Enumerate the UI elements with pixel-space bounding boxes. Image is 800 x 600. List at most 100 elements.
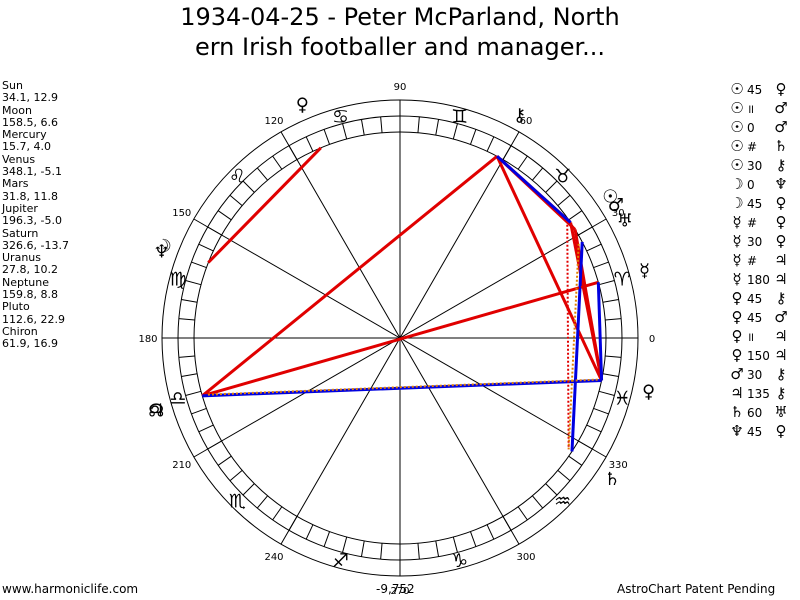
aspect-glyph-first: ☿ <box>732 232 742 250</box>
planet-values-saturn: 326.6, -13.7 <box>2 238 69 252</box>
degree-tick <box>178 355 195 358</box>
degree-tick <box>229 470 243 482</box>
sign-glyph: ♌ <box>229 165 246 187</box>
aspect-list-item: ♀ 45 ♂ <box>727 308 789 327</box>
aspect-glyph-second: ⚷ <box>775 156 787 174</box>
aspect-type: 45 <box>747 197 763 211</box>
planet-glyph-sun: ☉ <box>602 187 618 208</box>
degree-tick <box>557 470 571 482</box>
aspect-glyph-first: ☽ <box>730 175 744 193</box>
aspect-line <box>570 241 584 452</box>
aspect-type: # <box>747 254 758 268</box>
planet-glyph-moon: ☽ <box>156 236 172 257</box>
sign-glyph: ♓ <box>614 388 631 410</box>
degree-tick <box>602 373 619 378</box>
degree-tick <box>242 180 255 193</box>
aspect-line <box>201 155 498 397</box>
degree-tick <box>568 455 583 466</box>
aspect-line <box>573 229 604 381</box>
planet-name-chiron: Chiron <box>2 324 38 338</box>
planet-name-neptune: Neptune <box>2 275 50 289</box>
degree-tick <box>486 524 495 540</box>
aspect-type: 30 <box>747 368 763 382</box>
degree-tick <box>586 424 602 433</box>
aspect-glyph-first: ☉ <box>730 99 744 117</box>
degree-tick <box>360 119 365 136</box>
degree-tick <box>323 531 331 547</box>
degree-tick <box>256 167 268 181</box>
aspect-list-item: ☿ # ♃ <box>727 251 789 270</box>
aspect-glyph-second: ♃ <box>774 270 788 288</box>
planet-name-venus: Venus <box>2 152 36 166</box>
degree-tick <box>360 540 365 557</box>
aspect-glyph-first: ☉ <box>730 80 744 98</box>
aspect-glyph-first: ☿ <box>732 213 742 231</box>
degree-tick <box>198 424 214 433</box>
sign-glyph: ♐ <box>332 550 349 572</box>
planet-values-sun: 34.1, 12.9 <box>2 91 58 105</box>
degree-tick <box>469 129 477 145</box>
degree-tick <box>342 123 348 140</box>
planet-glyph-node: ☊ <box>148 400 164 421</box>
degree-label: 0 <box>649 334 655 345</box>
planet-name-mercury: Mercury <box>2 128 47 142</box>
aspect-glyph-second: ♀ <box>775 213 787 231</box>
aspect-list-item: ♆ 45 ♀ <box>727 422 789 441</box>
degree-tick <box>380 543 383 560</box>
degree-tick <box>181 373 198 378</box>
degree-tick <box>217 210 232 221</box>
aspect-line <box>207 146 322 264</box>
aspect-glyph-first: ☉ <box>730 118 744 136</box>
aspect-glyph-first: ♀ <box>731 289 743 307</box>
aspect-line <box>495 155 603 382</box>
aspect-glyph-second: ♆ <box>774 175 788 193</box>
planet-values-chiron: 61.9, 16.9 <box>2 337 58 351</box>
sign-glyph: ♋ <box>332 106 349 128</box>
planet-values-uranus: 27.8, 10.2 <box>2 263 58 277</box>
planet-name-jupiter: Jupiter <box>2 201 38 215</box>
aspect-glyph-first: ☿ <box>732 251 742 269</box>
planet-glyph-pluto: ♀ <box>296 95 309 116</box>
planet-glyph-uranus: ♅ <box>617 211 633 232</box>
degree-label: 30 <box>612 208 625 219</box>
degree-tick <box>605 318 622 321</box>
planet-glyph-mars: ♂ <box>608 195 624 216</box>
degree-tick <box>568 210 583 221</box>
degree-tick <box>469 531 477 547</box>
degree-tick <box>242 483 255 496</box>
aspect-type: 150 <box>747 349 770 363</box>
aspect-type: 45 <box>747 83 763 97</box>
aspect-type: 45 <box>747 311 763 325</box>
aspect-list-item: ☽ 0 ♆ <box>727 175 789 194</box>
degree-tick <box>417 116 420 133</box>
planet-glyph-mercury: ☿ <box>639 260 650 281</box>
degree-tick <box>532 495 544 509</box>
planet-values-venus: 348.1, -5.1 <box>2 165 62 179</box>
aspect-glyph-first: ♀ <box>731 346 743 364</box>
degree-tick <box>435 119 440 136</box>
planet-name-pluto: Pluto <box>2 300 30 314</box>
aspect-type: ॥ <box>747 102 755 116</box>
degree-label: 90 <box>394 82 407 93</box>
aspect-type: 30 <box>747 159 763 173</box>
aspect-type: 45 <box>747 292 763 306</box>
sign-glyph: ♎ <box>169 388 186 410</box>
degree-tick <box>272 155 283 170</box>
website-link[interactable]: www.harmoniclife.com <box>2 582 139 596</box>
aspect-list-item: ♀ ॥ ♃ <box>727 327 789 346</box>
degree-tick <box>598 390 615 396</box>
degree-tick <box>217 455 232 466</box>
planet-name-moon: Moon <box>2 103 32 117</box>
degree-label: 330 <box>609 460 628 471</box>
aspect-list-item: ☿ # ♀ <box>727 213 789 232</box>
aspect-glyph-second: ⚷ <box>775 365 787 383</box>
degree-tick <box>602 298 619 303</box>
aspect-list-item: ♄ 60 ♅ <box>727 403 789 422</box>
degree-tick <box>452 536 458 553</box>
aspect-line <box>496 155 572 224</box>
degree-tick <box>517 506 528 521</box>
aspect-type: # <box>747 140 758 154</box>
degree-tick <box>593 261 609 269</box>
degree-tick <box>545 483 558 496</box>
